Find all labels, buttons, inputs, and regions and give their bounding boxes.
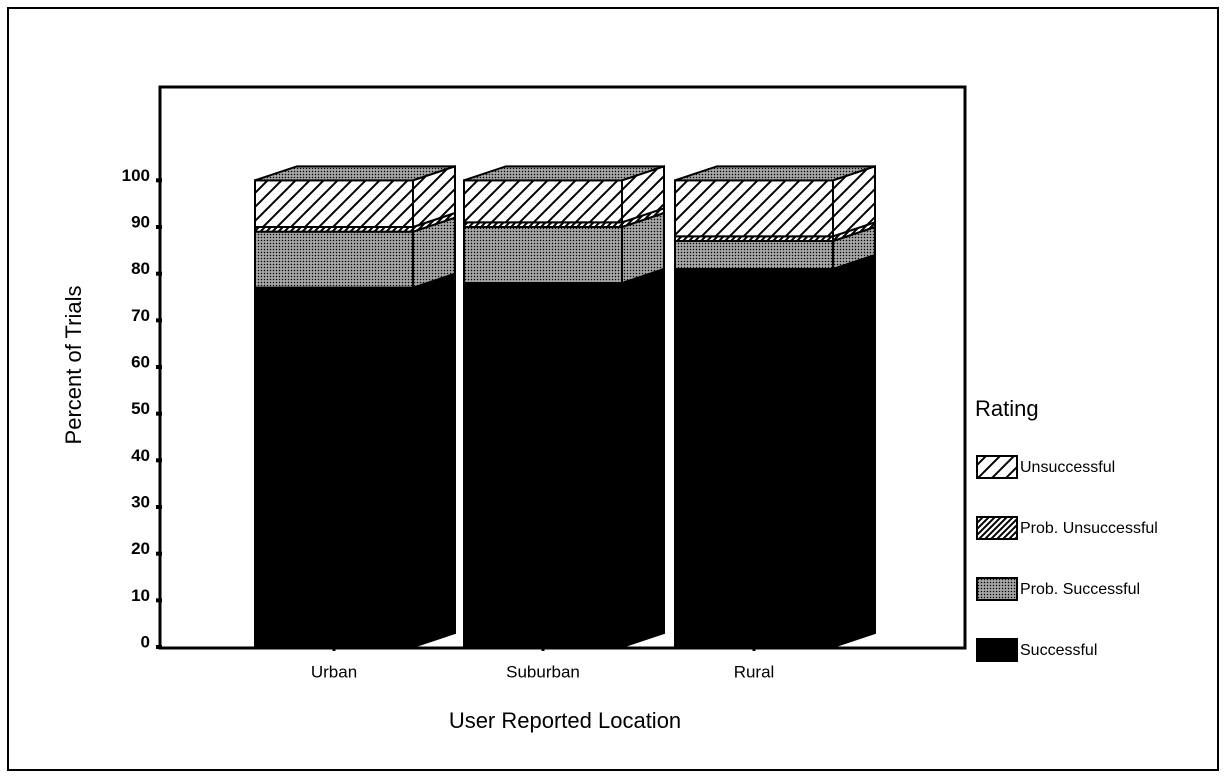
y-tick-label: 30 <box>131 492 150 511</box>
y-tick-label: 0 <box>141 632 150 651</box>
bar-segment <box>463 179 623 224</box>
y-tick-label: 90 <box>131 212 150 231</box>
bar-top <box>254 165 456 182</box>
bar-top <box>463 165 665 182</box>
x-tick-label: Urban <box>311 662 357 681</box>
bar-segment <box>674 179 834 238</box>
y-tick-label: 50 <box>131 399 150 418</box>
legend-label: Prob. Unsuccessful <box>1020 520 1158 537</box>
legend-label: Prob. Successful <box>1020 581 1140 598</box>
legend-swatch <box>976 577 1018 601</box>
y-tick-label: 40 <box>131 446 150 465</box>
frame <box>7 7 1219 771</box>
y-axis-title: Percent of Trials <box>61 286 86 445</box>
legend-label: Unsuccessful <box>1020 459 1115 476</box>
bar-side <box>412 272 456 649</box>
legend-swatch <box>976 455 1018 479</box>
bar-segment <box>463 226 623 284</box>
bar-side <box>832 253 876 649</box>
x-axis-title: User Reported Location <box>449 708 681 733</box>
bar-side <box>621 267 665 649</box>
x-tick-label: Rural <box>734 662 775 681</box>
legend-swatch <box>976 516 1018 540</box>
bar-segment <box>254 230 414 289</box>
y-tick-label: 60 <box>131 352 150 371</box>
legend-swatch <box>976 638 1018 662</box>
bar-top <box>674 165 876 182</box>
y-tick-label: 20 <box>131 539 150 558</box>
y-tick-label: 10 <box>131 586 150 605</box>
y-tick-label: 100 <box>122 166 150 185</box>
y-tick-label: 80 <box>131 259 150 278</box>
bar-segment <box>674 268 834 648</box>
legend-title: Rating <box>975 396 1039 421</box>
bar-segment <box>674 240 834 270</box>
legend-label: Successful <box>1020 642 1097 659</box>
bar-segment <box>254 179 414 228</box>
y-tick-label: 70 <box>131 306 150 325</box>
bar-segment <box>463 282 623 648</box>
x-tick-label: Suburban <box>506 662 580 681</box>
bar-segment <box>254 286 414 648</box>
